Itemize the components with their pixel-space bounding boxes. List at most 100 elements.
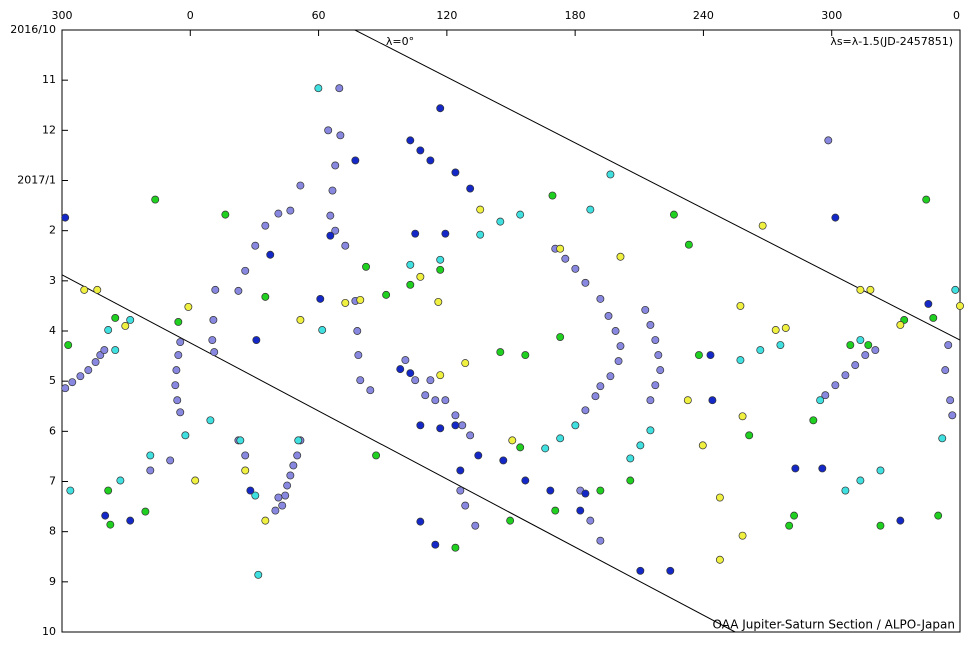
point <box>406 369 415 378</box>
x-tick-label: 300 <box>821 9 842 22</box>
point <box>929 314 938 322</box>
point <box>790 511 799 520</box>
annotation: λ=0° <box>386 35 414 48</box>
point <box>738 412 747 421</box>
point <box>856 285 865 294</box>
point <box>289 461 298 470</box>
point <box>694 351 703 360</box>
point <box>736 356 745 365</box>
point <box>411 376 420 385</box>
point <box>871 346 880 355</box>
point <box>646 321 655 329</box>
point <box>471 521 480 530</box>
y-tick-label: 4 <box>49 324 56 337</box>
point <box>366 386 375 395</box>
point <box>261 221 270 230</box>
point <box>809 416 818 425</box>
point <box>614 357 623 366</box>
point <box>508 436 517 445</box>
point <box>466 431 475 440</box>
point <box>176 338 185 346</box>
point <box>66 486 75 495</box>
point <box>896 516 905 525</box>
point <box>636 566 645 575</box>
point <box>586 205 595 214</box>
point <box>791 464 800 473</box>
point <box>956 301 964 310</box>
point <box>172 366 181 375</box>
y-tick-label: 2016/10 <box>10 23 56 36</box>
point <box>551 506 560 515</box>
point <box>938 434 947 443</box>
point <box>626 454 635 463</box>
point <box>698 441 707 450</box>
point <box>326 211 335 220</box>
point <box>104 486 113 495</box>
point <box>896 321 905 329</box>
reference-line <box>62 274 736 632</box>
point <box>861 351 870 360</box>
point <box>499 456 508 465</box>
point <box>354 351 363 360</box>
x-tick-label: 120 <box>436 9 457 22</box>
point <box>456 486 465 495</box>
point <box>93 285 102 294</box>
point <box>278 501 287 510</box>
point <box>708 396 717 405</box>
point <box>818 464 827 473</box>
point <box>948 411 957 420</box>
point <box>176 408 185 417</box>
point <box>556 244 565 253</box>
point <box>241 451 250 460</box>
point <box>771 326 780 334</box>
point <box>466 184 475 193</box>
point <box>151 195 160 204</box>
point <box>426 376 435 385</box>
point <box>121 322 130 330</box>
point <box>546 486 555 495</box>
point <box>174 318 183 326</box>
point <box>831 213 840 222</box>
point <box>274 493 283 502</box>
point <box>785 521 794 530</box>
point <box>561 254 570 263</box>
point <box>314 84 323 93</box>
y-tick-label: 3 <box>49 274 56 287</box>
point <box>406 260 415 269</box>
point <box>756 346 765 355</box>
point <box>126 316 135 324</box>
point <box>331 161 340 170</box>
point <box>924 299 933 308</box>
point <box>294 436 303 445</box>
point <box>431 540 440 549</box>
point <box>451 168 460 177</box>
point <box>684 240 693 249</box>
point <box>61 384 70 393</box>
credit: OAA Jupiter-Saturn Section / ALPO-Japan <box>712 618 955 632</box>
point <box>951 285 960 294</box>
point <box>846 341 855 349</box>
point <box>241 466 250 475</box>
point <box>351 156 360 165</box>
point <box>356 376 365 385</box>
point <box>606 372 615 381</box>
point <box>251 241 260 250</box>
point <box>669 210 678 219</box>
point <box>84 366 93 375</box>
point <box>876 466 885 475</box>
point <box>541 444 550 453</box>
point <box>851 361 860 370</box>
y-tick-label: 2017/1 <box>17 174 56 187</box>
point <box>336 131 345 140</box>
point <box>596 382 605 391</box>
plot-frame <box>61 29 961 633</box>
point <box>68 378 77 387</box>
point <box>281 491 290 500</box>
y-tick-label: 2 <box>49 224 56 237</box>
point <box>206 416 215 425</box>
point <box>611 327 620 335</box>
point <box>184 302 193 311</box>
point <box>406 136 415 145</box>
point <box>261 516 270 525</box>
